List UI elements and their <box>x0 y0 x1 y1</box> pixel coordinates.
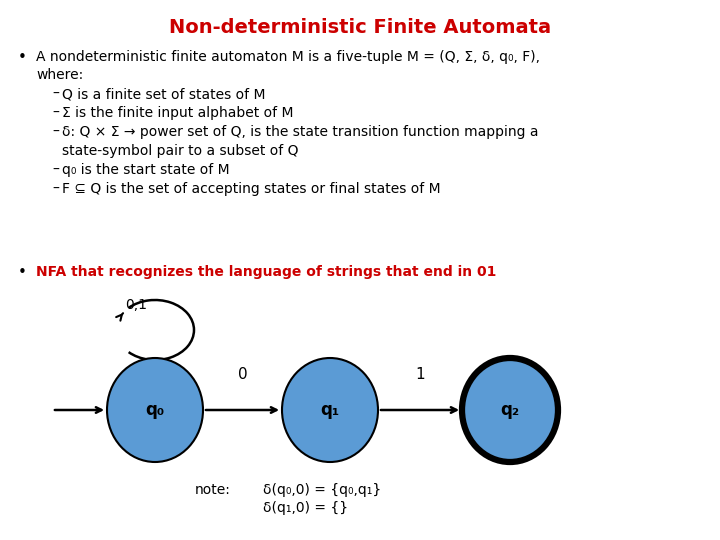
Text: 0,1: 0,1 <box>125 298 147 312</box>
Text: q₀ is the start state of M: q₀ is the start state of M <box>62 163 230 177</box>
Text: Q is a finite set of states of M: Q is a finite set of states of M <box>62 87 266 101</box>
Text: NFA that recognizes the language of strings that end in 01: NFA that recognizes the language of stri… <box>36 265 496 279</box>
Text: δ: Q × Σ → power set of Q, is the state transition function mapping a: δ: Q × Σ → power set of Q, is the state … <box>62 125 539 139</box>
Text: δ(q₀,0) = {q₀,q₁}: δ(q₀,0) = {q₀,q₁} <box>263 483 382 497</box>
Text: –: – <box>52 182 59 196</box>
Text: q₁: q₁ <box>320 401 340 419</box>
Text: •: • <box>18 265 27 280</box>
Ellipse shape <box>107 358 203 462</box>
Ellipse shape <box>282 358 378 462</box>
Text: q₂: q₂ <box>500 401 520 419</box>
Text: note:: note: <box>195 483 231 497</box>
Text: –: – <box>52 163 59 177</box>
Ellipse shape <box>462 358 558 462</box>
Text: Non-deterministic Finite Automata: Non-deterministic Finite Automata <box>169 18 551 37</box>
Text: •: • <box>18 50 27 65</box>
Text: where:: where: <box>36 68 84 82</box>
Text: 1: 1 <box>415 367 425 382</box>
Text: F ⊆ Q is the set of accepting states or final states of M: F ⊆ Q is the set of accepting states or … <box>62 182 441 196</box>
Text: Σ is the finite input alphabet of M: Σ is the finite input alphabet of M <box>62 106 294 120</box>
Text: δ(q₁,0) = {}: δ(q₁,0) = {} <box>263 501 348 515</box>
Text: q₀: q₀ <box>145 401 165 419</box>
Text: –: – <box>52 125 59 139</box>
Text: state-symbol pair to a subset of Q: state-symbol pair to a subset of Q <box>62 144 299 158</box>
Text: –: – <box>52 87 59 101</box>
Text: 0: 0 <box>238 367 247 382</box>
Text: –: – <box>52 106 59 120</box>
Text: A nondeterministic finite automaton M is a five-tuple M = (Q, Σ, δ, q₀, F),: A nondeterministic finite automaton M is… <box>36 50 540 64</box>
